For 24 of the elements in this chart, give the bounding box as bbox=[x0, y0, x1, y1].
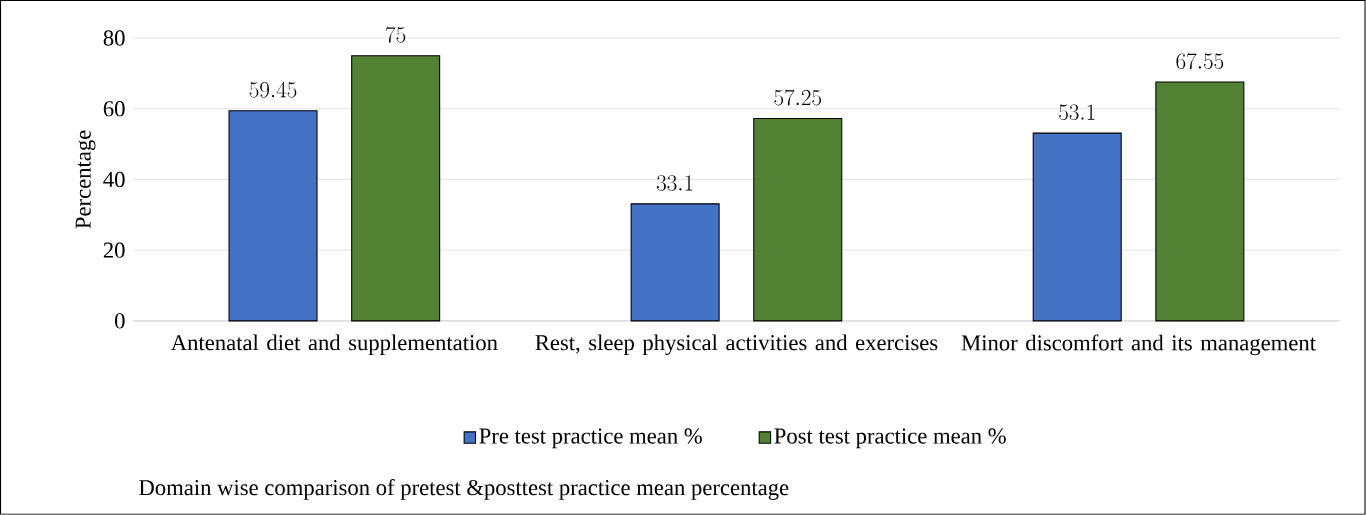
legend-label: Pre test practice mean % bbox=[479, 428, 702, 449]
y-tick-label: 80 bbox=[103, 30, 125, 46]
y-tick-label: 20 bbox=[103, 242, 125, 258]
x-tick-label: Minor discomfort and its management bbox=[961, 334, 1316, 356]
data-label: 59.45 bbox=[249, 81, 297, 98]
data-label: 33. 1 bbox=[656, 175, 693, 191]
bar bbox=[228, 110, 318, 322]
data-label: 75 bbox=[386, 26, 406, 43]
x-tick-label: Antenatal diet and supplementation bbox=[170, 334, 498, 356]
y-tick-label: 60 bbox=[103, 101, 125, 117]
y-axis-title: Percentage bbox=[75, 130, 96, 229]
data-label: 67.55 bbox=[1176, 53, 1224, 70]
bar bbox=[351, 55, 441, 322]
bar bbox=[630, 203, 720, 322]
data-label: 57.25 bbox=[774, 89, 822, 106]
bar bbox=[753, 117, 843, 322]
x-tick-label: Rest, sleep physical activities and exercises bbox=[535, 334, 938, 356]
bar bbox=[1032, 132, 1122, 322]
data-label: 53. 1 bbox=[1059, 104, 1095, 121]
bar bbox=[1155, 81, 1245, 322]
y-tick-label: 0 bbox=[115, 313, 125, 329]
y-tick-label: 40 bbox=[103, 171, 125, 188]
text: Domain wise comparison of pretest &posttest practice mean percentage bbox=[139, 479, 789, 501]
legend-label: Post test practice mean % bbox=[774, 428, 1006, 449]
